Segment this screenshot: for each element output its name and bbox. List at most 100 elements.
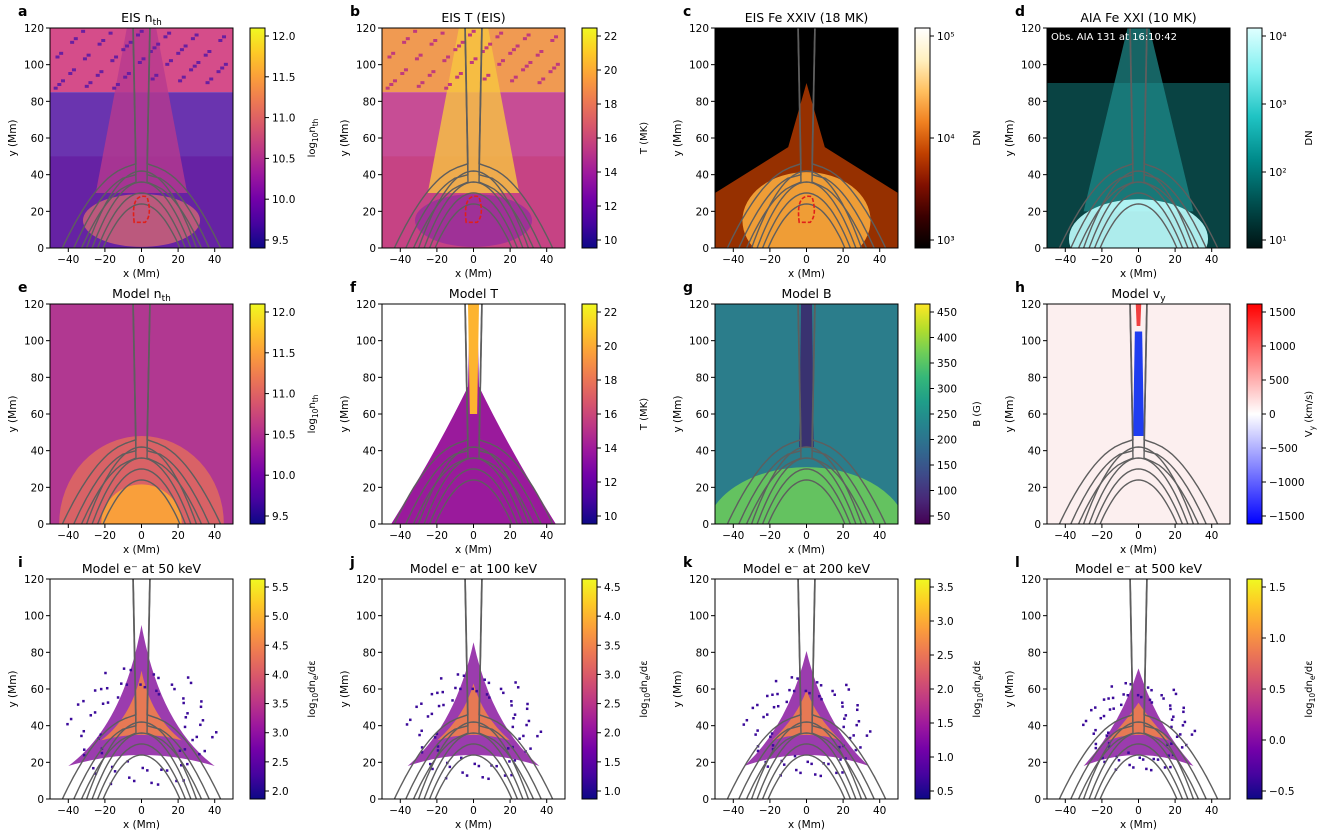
electron-pixel: [184, 716, 188, 719]
y-tick-label: 100: [356, 60, 376, 72]
noise-pixel: [535, 53, 540, 57]
y-tick-label: 40: [31, 721, 44, 733]
electron-pixel: [539, 730, 543, 733]
electron-pixel: [471, 687, 475, 691]
y-tick-label: 20: [363, 482, 376, 494]
colorbar-label-part: 10: [643, 693, 652, 703]
colorbar-tick-label: 4.5: [604, 582, 621, 594]
x-tick-label: 40: [1205, 254, 1218, 266]
y-tick-label: 100: [356, 611, 376, 623]
closed-field-line: [750, 721, 863, 799]
electron-pixel: [481, 776, 484, 779]
x-tick-label: 40: [873, 805, 886, 817]
noise-pixel: [183, 44, 188, 48]
colorbar-tick-label: 10⁴: [937, 133, 955, 145]
colorbar-tick-label: 0.5: [937, 786, 954, 798]
field-lines: [1058, 579, 1219, 799]
colorbar-label-part: log: [307, 142, 318, 157]
closed-field-line: [1093, 468, 1184, 524]
noise-pixel: [455, 75, 460, 79]
colorbar-tick-label: 12: [604, 477, 617, 489]
x-tick-label: 20: [836, 254, 849, 266]
y-axis-label: y (Mm): [7, 670, 19, 707]
x-tick-label: −40: [57, 805, 79, 817]
electron-pixel: [495, 764, 498, 768]
electron-pixel: [503, 774, 507, 777]
electron-pixel: [92, 766, 95, 770]
closed-field-line: [1088, 457, 1189, 524]
noise-pixel: [216, 70, 221, 74]
electron-pixel: [792, 689, 796, 693]
y-tick-label: 80: [1028, 647, 1041, 659]
noise-pixel: [537, 81, 542, 85]
x-tick-label: 40: [873, 530, 886, 542]
electron-pixel: [157, 676, 160, 680]
y-axis-label: y (Mm): [1004, 119, 1016, 156]
noise-pixel: [115, 83, 120, 86]
colorbar-tick-label: 4.5: [272, 640, 289, 652]
colorbar-label-part: 10: [311, 408, 320, 418]
electron-pixel: [770, 732, 774, 735]
colorbar: [914, 27, 931, 249]
noise-pixel: [148, 50, 153, 53]
electron-pixel: [143, 685, 147, 689]
noise-pixel: [163, 35, 168, 39]
closed-field-line: [96, 192, 187, 248]
x-tick-label: 40: [208, 254, 221, 266]
closed-field-line: [423, 732, 524, 799]
electron-pixel: [454, 686, 457, 690]
y-tick-label: 100: [1021, 60, 1041, 72]
electron-pixel: [526, 702, 529, 706]
noise-pixel: [53, 86, 58, 90]
x-tick-label: −40: [389, 805, 411, 817]
y-tick-label: 80: [696, 647, 709, 659]
closed-field-line: [91, 457, 192, 524]
panel-title-sub: y: [1160, 294, 1166, 304]
electron-pixel: [1169, 765, 1172, 769]
electron-pixel: [415, 705, 418, 709]
y-tick-label: 0: [369, 519, 376, 531]
y-tick-label: 120: [356, 574, 376, 586]
closed-field-line: [434, 479, 513, 524]
y-tick-label: 40: [1028, 170, 1041, 182]
y-tick-label: 60: [1028, 133, 1041, 145]
noise-pixel: [403, 68, 408, 72]
y-tick-label: 80: [31, 647, 44, 659]
electron-pixel: [1102, 698, 1106, 701]
electron-pixel: [518, 737, 521, 740]
noise-pixel: [458, 72, 463, 75]
colorbar-tick-label: 16: [604, 133, 618, 145]
y-tick-label: 100: [24, 611, 44, 623]
panel-title-main: Model e⁻ at 100 keV: [410, 561, 538, 576]
colorbar-tick-label: 10: [604, 511, 617, 523]
electron-pixel: [818, 694, 821, 698]
colorbar-label: log10dne/dε: [307, 660, 320, 717]
panel-title-main: Model e⁻ at 500 keV: [1075, 561, 1203, 576]
y-tick-label: 0: [1034, 243, 1041, 255]
colorbar-tick-label: 1.5: [1269, 582, 1286, 594]
x-tick-label: 20: [503, 805, 516, 817]
noise-pixel: [222, 35, 227, 39]
noise-pixel: [121, 48, 126, 52]
electron-pixel: [827, 762, 830, 766]
noise-pixel: [453, 48, 458, 52]
electron-pixel: [211, 735, 214, 739]
electron-pixel: [186, 676, 190, 679]
colorbar-tick-label: 12: [604, 201, 617, 213]
noise-pixel: [123, 75, 128, 79]
electron-pixel: [483, 678, 486, 681]
colorbar-label-part: /dε: [307, 660, 318, 675]
electron-pixel: [1182, 710, 1185, 714]
x-tick-label: 20: [171, 530, 184, 542]
upflow-jet: [1135, 304, 1142, 326]
colorbar-tick-label: 22: [604, 31, 617, 43]
x-tick-label: 0: [138, 530, 145, 542]
electron-pixel: [66, 722, 69, 726]
field-lines: [61, 304, 222, 524]
closed-field-line: [767, 479, 846, 524]
closed-field-line: [434, 203, 513, 248]
noise-pixel: [167, 31, 172, 35]
closed-field-line: [428, 468, 519, 524]
electron-pixel: [160, 768, 163, 771]
x-tick-label: 20: [171, 805, 184, 817]
